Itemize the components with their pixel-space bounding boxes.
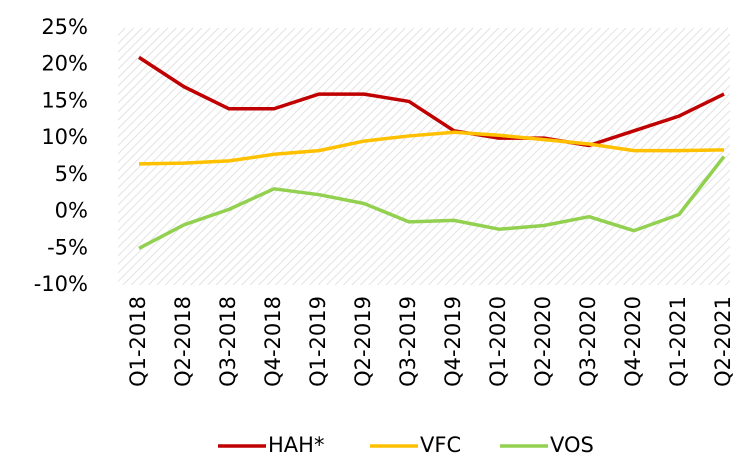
series-line (138, 55, 725, 148)
y-tick-label: -5% (47, 235, 88, 259)
y-tick-label: 5% (55, 162, 88, 186)
y-tick-label: 20% (41, 52, 88, 76)
x-tick-label: Q2-2018 (171, 296, 195, 387)
x-tick-label: Q4-2019 (441, 296, 465, 387)
x-tick-label: Q3-2020 (576, 296, 600, 387)
y-tick-label: 25% (41, 15, 88, 39)
x-tick-label: Q1-2018 (126, 296, 150, 387)
legend-label: VOS (550, 433, 594, 457)
series-line (138, 130, 725, 166)
y-tick-label: 15% (41, 88, 88, 112)
x-tick-label: Q3-2018 (216, 296, 240, 387)
x-tick-label: Q4-2018 (261, 296, 285, 387)
x-tick-label: Q2-2021 (711, 296, 734, 387)
x-tick-label: Q1-2019 (306, 296, 330, 387)
x-tick-label: Q4-2020 (621, 296, 645, 387)
x-tick-label: Q3-2019 (396, 296, 420, 387)
y-tick-label: 0% (55, 199, 88, 223)
x-tick-label: Q2-2020 (531, 296, 555, 387)
x-tick-label: Q1-2020 (486, 296, 510, 387)
x-tick-label: Q2-2019 (351, 296, 375, 387)
legend-label: HAH* (268, 433, 324, 457)
plot-background (118, 28, 730, 285)
series-line (138, 155, 726, 250)
y-tick-label: 10% (41, 125, 88, 149)
x-tick-label: Q1-2021 (666, 296, 690, 387)
legend-label: VFC (420, 433, 461, 457)
y-tick-label: -10% (34, 272, 88, 296)
